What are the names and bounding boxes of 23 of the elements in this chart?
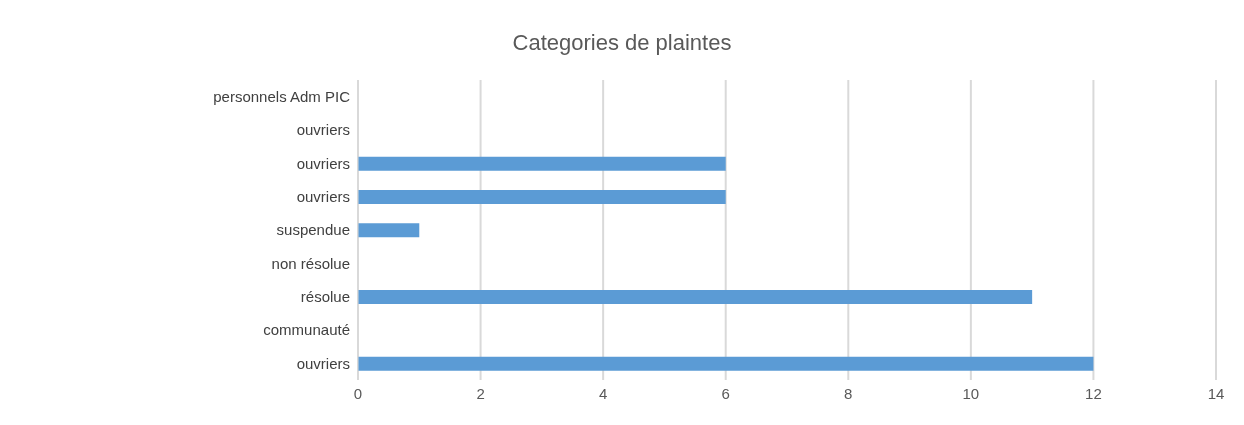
bar: [358, 156, 726, 171]
y-tick-label: résolue: [300, 287, 350, 305]
chart-title: Categories de plaintes: [511, 29, 733, 57]
y-tick-label: ouvriers: [296, 187, 350, 205]
y-tick-label: ouvriers: [296, 121, 350, 139]
x-tick-label: 8: [844, 384, 853, 402]
bar: [358, 190, 726, 204]
bar: [358, 290, 1033, 304]
y-tick-label: ouvriers: [296, 354, 350, 372]
x-tick-label: 6: [721, 384, 730, 402]
x-tick-label: 14: [1207, 384, 1225, 402]
bar: [358, 356, 1094, 371]
y-tick-label: communauté: [263, 321, 350, 339]
x-tick-label: 2: [476, 384, 485, 402]
bar: [358, 223, 420, 238]
x-tick-label: 0: [353, 384, 363, 402]
y-tick-label: personnels Adm PIC: [213, 87, 351, 105]
y-tick-label: suspendue: [276, 221, 350, 239]
y-tick-label: ouvriers: [296, 154, 350, 172]
x-tick-label: 10: [962, 384, 980, 402]
x-tick-label: 12: [1085, 384, 1102, 402]
x-tick-label: 4: [598, 384, 608, 402]
y-tick-label: non résolue: [271, 254, 350, 272]
